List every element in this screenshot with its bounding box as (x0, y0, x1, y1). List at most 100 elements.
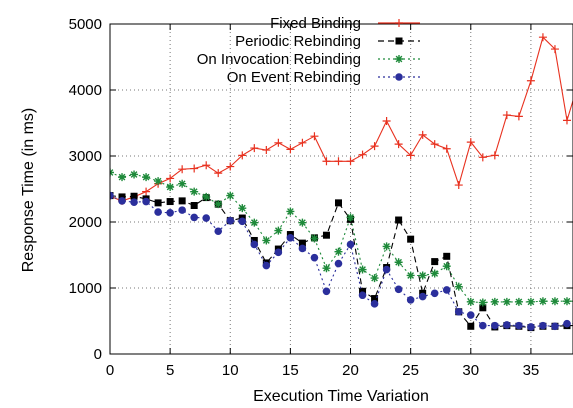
series-4-point (262, 261, 271, 270)
series-1-point (286, 145, 295, 154)
series-2-point (190, 202, 198, 209)
series-1-point (418, 130, 427, 139)
series-1-point (478, 153, 487, 162)
series-1-point (562, 116, 571, 125)
y-tick-label: 5000 (69, 16, 102, 33)
x-tick-label: 10 (222, 362, 239, 379)
series-1-point (406, 151, 415, 160)
series-1-point (226, 162, 235, 171)
series-4-point (454, 307, 463, 316)
series-3-point (142, 173, 151, 182)
series-3-point (286, 207, 295, 216)
series-2-point (431, 258, 439, 266)
series-1-point (538, 33, 547, 42)
series-2-point (166, 198, 174, 206)
x-tick-label: 0 (106, 362, 114, 379)
series-3-point (538, 297, 547, 306)
series-4-point (539, 321, 547, 330)
series-1-point (262, 146, 271, 155)
series-3-point (478, 298, 487, 307)
y-tick-label: 4000 (69, 82, 102, 99)
series-4-point (142, 197, 150, 206)
series-4-point (322, 287, 331, 296)
series-2-point (322, 231, 330, 239)
legend-marker (395, 37, 403, 45)
series-1-point (166, 174, 175, 183)
series-4-point (154, 208, 162, 216)
series-3-point (250, 218, 259, 227)
legend-marker (395, 55, 403, 63)
series-3-point (370, 274, 379, 283)
series-3-point (118, 173, 127, 182)
x-tick-label: 30 (462, 362, 479, 379)
series-2-point (250, 236, 258, 244)
series-3-point (490, 297, 499, 306)
x-tick-label: 5 (166, 362, 174, 379)
series-4-point (190, 213, 198, 222)
series-4-point (166, 208, 174, 217)
series-3-point (262, 236, 271, 245)
x-tick-label: 20 (342, 362, 359, 379)
series-3-point (394, 258, 403, 267)
series-2-point (154, 199, 162, 207)
series-3-point (526, 297, 535, 306)
y-tick-label: 1000 (69, 280, 102, 297)
series-1-point (334, 157, 343, 166)
series-3-point (298, 218, 307, 227)
legend-label: Fixed Binding (270, 15, 361, 32)
series-2-point (178, 197, 186, 205)
series-1-point (214, 169, 223, 178)
series-2-point (371, 295, 379, 303)
series-line-1 (110, 36, 573, 202)
series-1-point (442, 144, 451, 153)
series-3-point (154, 177, 163, 186)
series-4-point (334, 259, 343, 268)
x-tick-label: 35 (523, 362, 540, 379)
series-4-point (118, 197, 126, 205)
series-4-point (214, 227, 223, 236)
series-1-point (274, 138, 283, 147)
series-3-point (406, 271, 415, 280)
series-1-point (514, 112, 523, 121)
x-tick-label: 25 (402, 362, 419, 379)
series-4-point (310, 253, 319, 262)
series-4 (110, 191, 573, 331)
series-4-point (551, 322, 559, 331)
series-1 (110, 33, 573, 205)
series-4-point (466, 311, 475, 319)
series-2-point (359, 287, 367, 295)
series-3-point (430, 269, 439, 278)
series-4-point (110, 191, 114, 200)
series-1-point (238, 151, 247, 160)
y-tick-label: 0 (94, 346, 102, 363)
series-1-point (526, 76, 535, 85)
series-1-point (466, 138, 475, 147)
series-1-point (178, 165, 187, 174)
series-3-point (166, 183, 175, 192)
series-1-point (370, 142, 379, 151)
series-1-point (250, 144, 259, 153)
series-4-point (382, 265, 391, 274)
series-3-point (178, 179, 187, 188)
series-1-point (202, 161, 211, 170)
series-2-point (479, 304, 487, 312)
series-3-point (190, 187, 199, 196)
series-3-point (442, 262, 451, 271)
series-2-point (130, 192, 138, 200)
series-3-point (226, 191, 235, 200)
series-3-point (454, 282, 463, 291)
series-2-point (467, 322, 475, 330)
series-line-4 (110, 195, 573, 328)
series-4-point (274, 248, 283, 257)
series-3-point (238, 204, 247, 213)
series-4-point (515, 321, 523, 330)
series-3-point (550, 297, 559, 306)
series-1-point (142, 187, 151, 196)
series-2-point (118, 193, 126, 201)
series-1-point (298, 138, 307, 147)
series-line-2 (110, 195, 573, 329)
series-3-point (466, 297, 475, 306)
series-3-point (310, 234, 319, 243)
series-4-point (238, 217, 247, 226)
